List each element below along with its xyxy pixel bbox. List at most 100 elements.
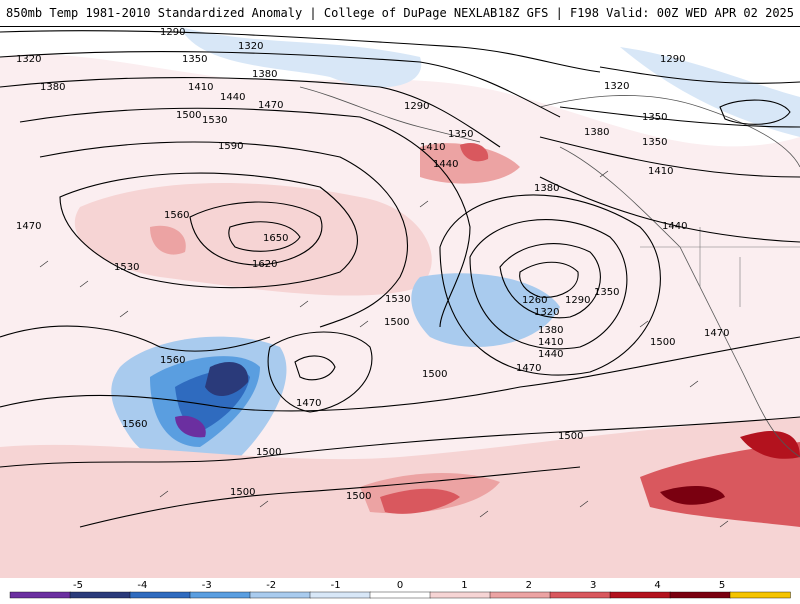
contour-label: 1470: [516, 363, 541, 374]
contour-label: 1440: [662, 221, 687, 232]
cool-anomaly-northeast: [620, 47, 800, 137]
colorbar-swatch: [669, 591, 731, 599]
contour-label: 1470: [704, 328, 729, 339]
contour-label: 1380: [538, 325, 563, 336]
colorbar-swatch: [9, 591, 71, 599]
contour-label: 1410: [538, 337, 563, 348]
contour-label: 1500: [256, 447, 281, 458]
colorbar-swatches: [9, 591, 791, 599]
warm-core-gulf: [460, 142, 489, 162]
contour-label: 1530: [114, 262, 139, 273]
contour-label: 1290: [160, 27, 185, 38]
anomaly-map: 1290 1320 1350 1380 1410 1440 1470 1500 …: [0, 27, 800, 578]
contour-label: 1560: [164, 210, 189, 221]
colorbar-tick-label: 3: [590, 580, 596, 591]
cool-anomaly-east: [411, 273, 560, 347]
contour-label: 1440: [220, 92, 245, 103]
colorbar-swatch: [609, 591, 671, 599]
warm-anomaly-coast: [740, 431, 800, 459]
cool-core-west: [205, 362, 249, 397]
colorbar-swatch: [489, 591, 551, 599]
contour-label: 1290: [660, 54, 685, 65]
colorbar-tick-label: 0: [397, 580, 403, 591]
contour-label: 1440: [433, 159, 458, 170]
contour-label: 1560: [160, 355, 185, 366]
colorbar-tick-label: -1: [331, 580, 341, 591]
colorbar-tick-label: 2: [526, 580, 532, 591]
colorbar-tick-label: -2: [266, 580, 276, 591]
anomaly-colorbar: -5 -4 -3 -2 -1 0 1 2 3 4 5: [0, 578, 800, 600]
contour-label: 1380: [40, 82, 65, 93]
warm-anomaly-central: [74, 183, 432, 296]
coastline-alaska: [299, 86, 481, 143]
contour-label: 1410: [420, 142, 445, 153]
colorbar-swatch: [369, 591, 431, 599]
contour-label: 1320: [604, 81, 629, 92]
model-valid-time: 18Z GFS | F198 Valid: 00Z WED APR 02 202…: [497, 6, 794, 20]
contour-label: 1470: [296, 398, 321, 409]
contour-label: 1350: [642, 112, 667, 123]
contour-label: 1350: [642, 137, 667, 148]
colorbar-swatch: [549, 591, 611, 599]
contour-label: 1650: [263, 233, 288, 244]
colorbar-tick-label: -4: [137, 580, 147, 591]
cool-core-west-small: [175, 415, 206, 438]
map-title: 850mb Temp 1981-2010 Standardized Anomal…: [6, 6, 498, 20]
contour-label: 1290: [565, 295, 590, 306]
colorbar-swatch: [249, 591, 311, 599]
coastline-north-america: [539, 95, 800, 458]
wind-barbs: [39, 170, 729, 528]
colorbar-swatch: [729, 591, 791, 599]
warm-anomaly-southeast: [640, 442, 800, 527]
contour-label: 1320: [534, 307, 559, 318]
contour-label: 1500: [384, 317, 409, 328]
contour-label: 1500: [422, 369, 447, 380]
contour-label: 1530: [385, 294, 410, 305]
contour-label: 1410: [188, 82, 213, 93]
colorbar-tick-label: -5: [73, 580, 83, 591]
colorbar-swatch: [309, 591, 371, 599]
contour-label: 1560: [122, 419, 147, 430]
contour-label: 1500: [558, 431, 583, 442]
colorbar-tick-label: 1: [461, 580, 467, 591]
contour-label: 1380: [584, 127, 609, 138]
colorbar-swatch: [429, 591, 491, 599]
colorbar-tick-label: 5: [719, 580, 725, 591]
colorbar-canvas: -5 -4 -3 -2 -1 0 1 2 3 4 5: [9, 580, 791, 599]
contour-label: 1260: [522, 295, 547, 306]
contour-label: 1410: [648, 166, 673, 177]
warm-core-southeast: [660, 485, 725, 505]
colorbar-tick-label: -3: [202, 580, 212, 591]
map-header: 850mb Temp 1981-2010 Standardized Anomal…: [0, 0, 800, 27]
colorbar-swatch: [189, 591, 251, 599]
contour-label: 1440: [538, 349, 563, 360]
colorbar-swatch: [69, 591, 131, 599]
map-canvas: 1290 1320 1350 1380 1410 1440 1470 1500 …: [0, 27, 800, 578]
contour-labels: 1290 1320 1350 1380 1410 1440 1470 1500 …: [16, 27, 729, 502]
contour-label: 1620: [252, 259, 277, 270]
colorbar-tick-label: 4: [654, 580, 660, 591]
colorbar-ticks: -5 -4 -3 -2 -1 0 1 2 3 4 5: [73, 580, 725, 591]
contour-label: 1500: [230, 487, 255, 498]
contour-label: 1350: [182, 54, 207, 65]
colorbar-swatch: [129, 591, 191, 599]
warm-anomaly-small: [150, 225, 186, 255]
contour-label: 1350: [448, 129, 473, 140]
contour-label: 1500: [346, 491, 371, 502]
contour-label: 1590: [218, 141, 243, 152]
height-contours: [0, 30, 800, 528]
contour-label: 1470: [16, 221, 41, 232]
cool-anomaly-aleutian: [180, 27, 422, 88]
neutral-region-north: [0, 27, 800, 147]
contour-label: 1350: [594, 287, 619, 298]
contour-label: 1320: [16, 54, 41, 65]
warm-anomaly-south-strong: [380, 488, 460, 514]
state-borders: [640, 227, 800, 307]
contour-label: 1530: [202, 115, 227, 126]
contour-label: 1290: [404, 101, 429, 112]
contour-label: 1380: [252, 69, 277, 80]
contour-label: 1500: [650, 337, 675, 348]
contour-label: 1500: [176, 110, 201, 121]
contour-label: 1380: [534, 183, 559, 194]
contour-label: 1470: [258, 100, 283, 111]
